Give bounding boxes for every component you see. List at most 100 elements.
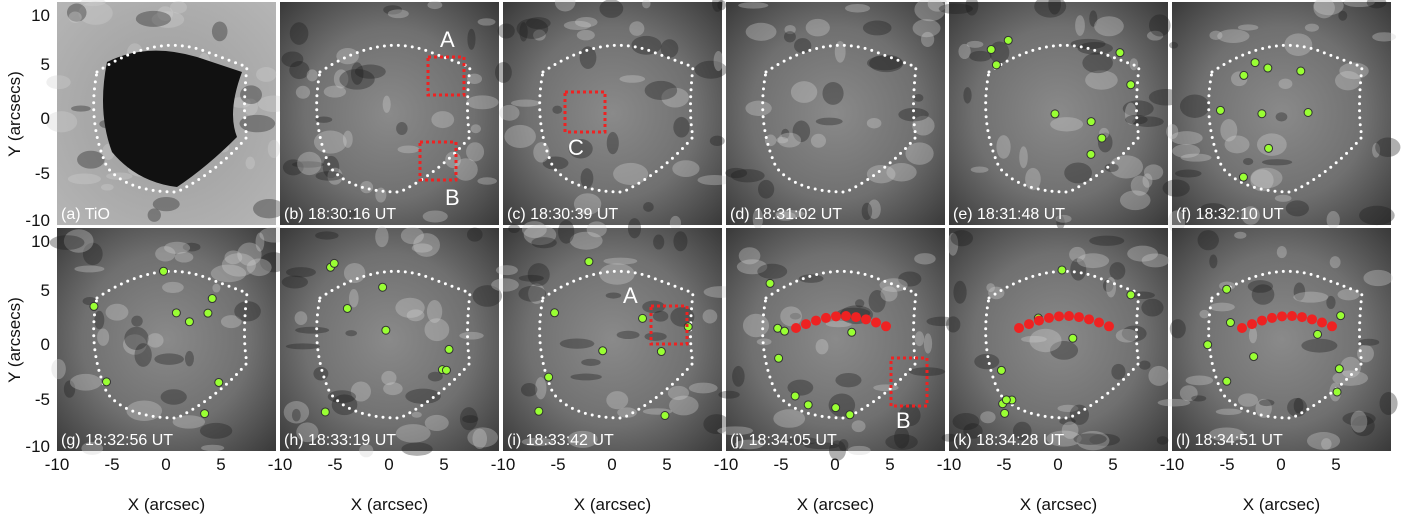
panel-label: (k) 18:34:28 UT xyxy=(953,432,1064,449)
x-tick-label: -5 xyxy=(327,455,342,474)
panel: A(i) 18:33:42 UT xyxy=(491,218,738,451)
texture xyxy=(1175,170,1202,178)
red-point xyxy=(1277,311,1287,321)
texture xyxy=(383,382,403,395)
texture xyxy=(1216,409,1242,415)
tracked-point xyxy=(1251,59,1259,67)
tracked-point xyxy=(775,354,783,362)
red-point xyxy=(1317,318,1327,328)
texture xyxy=(951,230,973,246)
tracked-point xyxy=(379,283,387,291)
texture xyxy=(396,424,431,443)
y-tick-label: 5 xyxy=(41,281,50,300)
tracked-point xyxy=(1004,36,1012,44)
red-point xyxy=(1044,313,1054,323)
texture xyxy=(69,12,82,23)
texture xyxy=(460,407,478,430)
texture xyxy=(491,278,519,291)
texture xyxy=(1257,133,1287,156)
tracked-point xyxy=(804,401,812,409)
texture xyxy=(1077,253,1109,268)
tracked-point xyxy=(343,304,351,312)
tracked-point xyxy=(848,328,856,336)
texture xyxy=(791,81,817,103)
texture xyxy=(1225,135,1250,153)
tracked-point xyxy=(1087,118,1095,126)
red-point xyxy=(851,312,861,322)
texture xyxy=(1243,158,1253,165)
tracked-point xyxy=(766,279,774,287)
texture xyxy=(336,48,359,64)
x-axis-label: X (arcsec) xyxy=(1020,495,1097,514)
red-point xyxy=(841,311,851,321)
texture xyxy=(971,166,989,172)
texture xyxy=(467,228,483,242)
texture xyxy=(673,231,687,251)
texture xyxy=(1170,319,1186,338)
tracked-point xyxy=(1333,388,1341,396)
x-tick-label: 5 xyxy=(1108,455,1117,474)
texture xyxy=(106,304,129,321)
texture xyxy=(97,328,109,345)
texture xyxy=(581,168,594,188)
panel-label: (a) TiO xyxy=(61,206,110,223)
texture xyxy=(498,23,515,38)
texture xyxy=(405,389,441,404)
texture xyxy=(835,373,861,387)
texture xyxy=(967,41,984,48)
texture xyxy=(725,168,747,178)
tracked-point xyxy=(1058,266,1066,274)
panel: (d) 18:31:02 UT xyxy=(725,0,947,229)
texture xyxy=(212,21,228,41)
texture xyxy=(780,306,802,326)
texture xyxy=(1286,200,1309,216)
x-tick-label: -5 xyxy=(550,455,565,474)
texture xyxy=(148,208,161,222)
texture xyxy=(718,391,739,399)
panel-label: (b) 18:30:16 UT xyxy=(284,206,396,223)
x-tick-label: -10 xyxy=(268,455,293,474)
texture xyxy=(1275,195,1292,202)
texture xyxy=(644,332,666,341)
texture xyxy=(164,242,190,254)
tracked-point xyxy=(1216,106,1224,114)
x-tick-label: 0 xyxy=(1053,455,1062,474)
texture xyxy=(880,278,908,292)
texture xyxy=(885,434,917,450)
texture xyxy=(46,75,70,89)
x-tick-label: -10 xyxy=(491,455,516,474)
texture xyxy=(383,96,391,113)
tracked-point xyxy=(661,412,669,420)
texture xyxy=(672,160,699,177)
texture xyxy=(811,134,826,148)
texture xyxy=(1330,256,1341,268)
y-tick-label: 0 xyxy=(41,109,50,128)
texture xyxy=(1141,299,1163,317)
texture xyxy=(70,374,102,391)
texture xyxy=(1125,115,1147,125)
texture xyxy=(1062,422,1079,439)
x-tick-label: 0 xyxy=(607,455,616,474)
texture xyxy=(344,263,365,283)
y-tick-label: -5 xyxy=(35,164,50,183)
texture xyxy=(552,106,562,114)
tracked-point xyxy=(832,404,840,412)
x-tick-label: -5 xyxy=(996,455,1011,474)
x-axis-label: X (arcsec) xyxy=(1243,495,1320,514)
texture xyxy=(466,142,484,161)
texture xyxy=(816,339,829,354)
texture xyxy=(478,18,496,25)
x-tick-label: -5 xyxy=(773,455,788,474)
tracked-point xyxy=(321,408,329,416)
texture xyxy=(1163,179,1190,196)
tracked-point xyxy=(1002,396,1010,404)
texture xyxy=(51,359,66,379)
texture xyxy=(743,314,769,337)
x-tick-label: 5 xyxy=(885,455,894,474)
tracked-point xyxy=(1001,409,1009,417)
texture xyxy=(1085,70,1118,89)
texture xyxy=(1338,11,1347,21)
y-axis-label: Y (arcsecs) xyxy=(5,297,24,383)
x-tick-label: -5 xyxy=(104,455,119,474)
tracked-point xyxy=(1204,341,1212,349)
